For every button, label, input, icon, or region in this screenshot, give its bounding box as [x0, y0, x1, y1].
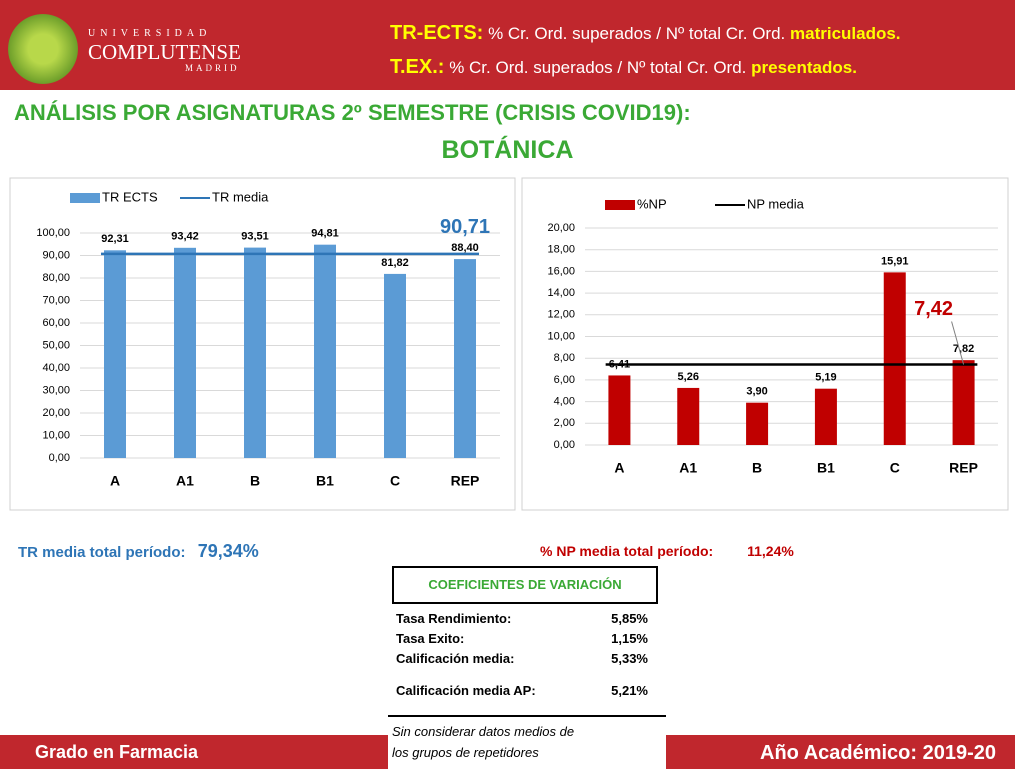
bar: [384, 274, 406, 458]
bar: [104, 250, 126, 458]
data-label: 93,51: [241, 231, 269, 243]
y-tick-label: 12,00: [547, 309, 575, 321]
y-tick-label: 100,00: [36, 227, 70, 239]
y-tick-label: 40,00: [42, 362, 70, 374]
x-tick-label: A1: [679, 460, 697, 476]
coef-value: 1,15%: [611, 631, 648, 646]
y-tick-label: 20,00: [547, 222, 575, 234]
x-tick-label: B1: [817, 460, 835, 476]
label: % NP media total período:: [540, 543, 713, 559]
data-label: 7,82: [953, 343, 974, 355]
y-tick-label: 0,00: [49, 452, 70, 464]
y-tick-label: 10,00: [547, 330, 575, 342]
bar: [953, 360, 975, 445]
x-tick-label: C: [390, 473, 400, 489]
x-tick-label: REP: [451, 473, 480, 489]
y-tick-label: 20,00: [42, 407, 70, 419]
y-tick-label: 30,00: [42, 384, 70, 396]
y-tick-label: 80,00: [42, 272, 70, 284]
data-label: 5,19: [815, 372, 836, 384]
x-tick-label: REP: [949, 460, 978, 476]
value: 11,24%: [747, 543, 794, 559]
x-tick-label: A1: [176, 473, 194, 489]
bar: [608, 375, 630, 445]
legend-label: %NP: [637, 196, 667, 211]
y-tick-label: 8,00: [554, 352, 575, 364]
y-tick-label: 4,00: [554, 396, 575, 408]
y-tick-label: 50,00: [42, 339, 70, 351]
bar: [174, 248, 196, 458]
bar: [454, 259, 476, 458]
x-tick-label: B: [250, 473, 260, 489]
x-tick-label: B: [752, 460, 762, 476]
legend-label: TR media: [212, 189, 269, 204]
data-label: 88,40: [451, 242, 479, 254]
footer-right: Año Académico: 2019-20: [760, 742, 996, 765]
legend-label: NP media: [747, 196, 805, 211]
reference-label: 7,42: [914, 298, 953, 320]
data-label: 3,90: [746, 386, 767, 398]
coef-label: Calificación media:: [396, 651, 514, 666]
y-tick-label: 2,00: [554, 417, 575, 429]
y-tick-label: 10,00: [42, 429, 70, 441]
legend-swatch: [605, 200, 635, 210]
data-label: 92,31: [101, 233, 129, 245]
legend-label: TR ECTS: [102, 189, 158, 204]
bar: [677, 388, 699, 445]
slide: UNIVERSIDAD COMPLUTENSE MADRID TR-ECTS: …: [0, 0, 1015, 769]
bar: [815, 389, 837, 445]
data-label: 15,91: [881, 255, 909, 267]
note-line: Sin considerar datos medios de: [392, 721, 662, 742]
data-label: 5,26: [678, 371, 699, 383]
y-tick-label: 18,00: [547, 244, 575, 256]
coef-row: Calificación media: 5,33%: [392, 648, 664, 668]
x-tick-label: A: [110, 473, 120, 489]
coef-label: Tasa Exito:: [396, 631, 464, 646]
data-label: 94,81: [311, 228, 339, 240]
data-label: 81,82: [381, 257, 409, 269]
y-tick-label: 60,00: [42, 317, 70, 329]
coef-row: Calificación media AP: 5,21%: [392, 668, 664, 698]
coef-label: Calificación media AP:: [396, 683, 536, 698]
coef-note: Sin considerar datos medios delos grupos…: [388, 715, 666, 769]
y-tick-label: 0,00: [554, 439, 575, 451]
x-tick-label: B1: [316, 473, 334, 489]
y-tick-label: 70,00: [42, 294, 70, 306]
reference-label: 90,71: [440, 216, 490, 238]
x-tick-label: A: [614, 460, 624, 476]
coef-value: 5,85%: [611, 611, 648, 626]
data-label: 93,42: [171, 231, 199, 243]
coef-value: 5,33%: [611, 651, 648, 666]
x-tick-label: C: [890, 460, 900, 476]
summary: TR media total período: 79,34%: [18, 541, 259, 562]
bar: [884, 272, 906, 445]
bar: [314, 245, 336, 458]
coef-row: Tasa Rendimiento: 5,85%: [392, 608, 664, 628]
coef-table: Tasa Rendimiento: 5,85% Tasa Exito: 1,15% Ca…: [392, 608, 664, 698]
coef-value: 5,21%: [611, 683, 648, 698]
coef-label: Tasa Rendimiento:: [396, 611, 511, 626]
summary: % NP media total período: 11,24%: [540, 543, 794, 559]
footer-left: Grado en Farmacia: [35, 742, 198, 763]
bar: [244, 248, 266, 458]
value: 79,34%: [198, 541, 259, 561]
bar: [746, 403, 768, 445]
y-tick-label: 90,00: [42, 249, 70, 261]
y-tick-label: 14,00: [547, 287, 575, 299]
y-tick-label: 16,00: [547, 265, 575, 277]
label: TR media total período:: [18, 544, 186, 561]
legend-swatch: [70, 193, 100, 203]
coef-row: Tasa Exito: 1,15%: [392, 628, 664, 648]
note-line: los grupos de repetidores: [392, 742, 662, 763]
coef-title: COEFICIENTES DE VARIACIÓN: [392, 566, 658, 604]
y-tick-label: 6,00: [554, 374, 575, 386]
